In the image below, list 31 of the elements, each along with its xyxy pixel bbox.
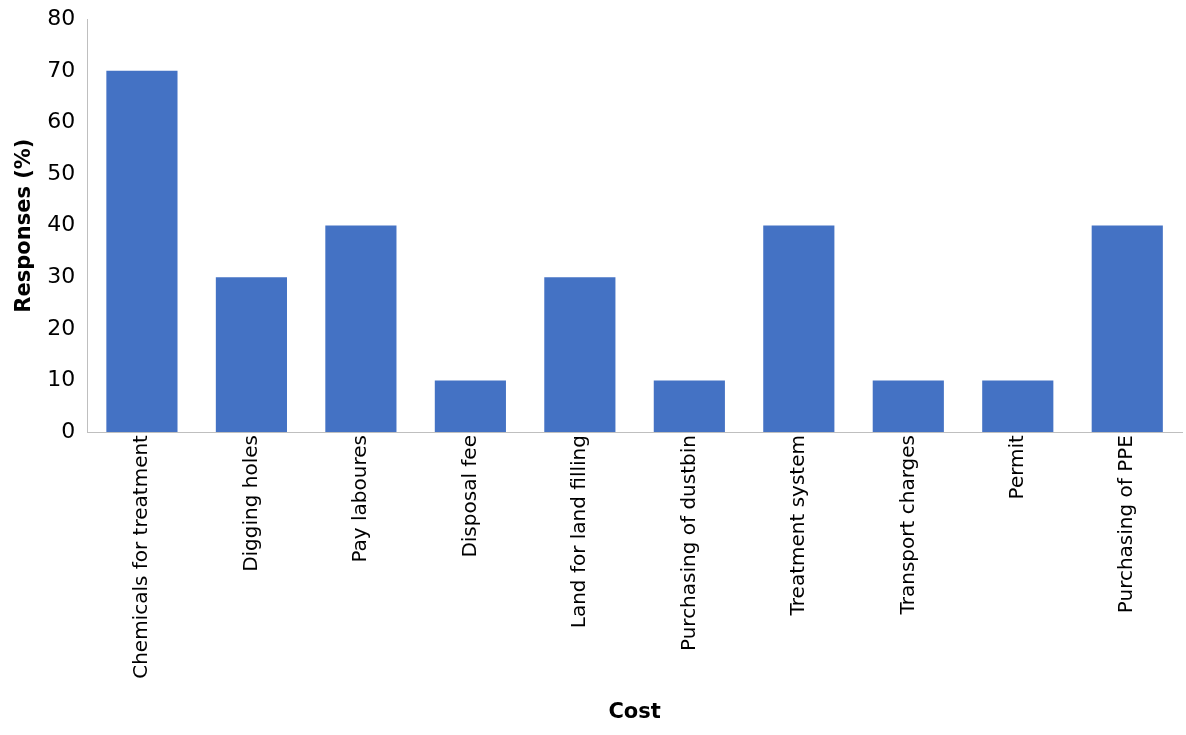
x-tick-label: Purchasing of dustbin — [675, 435, 700, 652]
y-tick-label: 70 — [47, 56, 76, 82]
bar — [653, 380, 725, 433]
y-tick-label: 60 — [47, 108, 76, 134]
y-axis-title: Responses (%) — [11, 138, 36, 313]
y-tick-label: 50 — [47, 159, 76, 185]
bar — [763, 225, 835, 433]
x-tick-label: Transport charges — [894, 435, 919, 616]
bar — [106, 70, 178, 433]
x-tick-label: Digging holes — [237, 435, 262, 572]
y-tick-label: 0 — [61, 417, 76, 443]
x-tick-label: Pay laboures — [347, 435, 372, 563]
x-tick-label: Chemicals for treatment — [128, 434, 153, 679]
x-axis-title: Cost — [608, 698, 661, 723]
x-tick-label: Purchasing of PPE — [1113, 435, 1138, 614]
bar — [434, 380, 506, 433]
x-tick-label: Disposal fee — [456, 435, 481, 558]
x-tick-label: Land for land filling — [566, 435, 591, 629]
x-tick-label: Permit — [1003, 434, 1028, 500]
y-tick-label: 80 — [47, 4, 76, 30]
y-tick-label: 20 — [47, 314, 76, 340]
bar — [215, 277, 287, 433]
y-tick-label: 10 — [47, 366, 76, 392]
y-tick-label: 40 — [47, 211, 76, 237]
y-tick-label: 30 — [47, 262, 76, 288]
bar — [1091, 225, 1163, 433]
bar — [325, 225, 397, 433]
bar — [982, 380, 1054, 433]
bar — [544, 277, 616, 433]
bar — [872, 380, 944, 433]
x-tick-label: Treatment system — [785, 435, 810, 617]
